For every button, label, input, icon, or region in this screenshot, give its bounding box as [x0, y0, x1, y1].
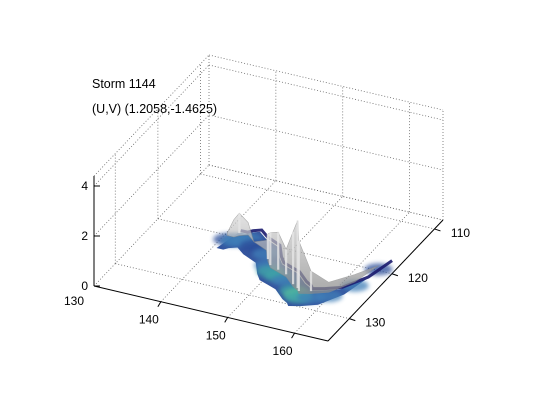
grid-line-z: [93, 114, 210, 237]
grid-line: [208, 54, 444, 111]
y-tick-mark: [434, 228, 441, 232]
x-axis: [93, 285, 329, 342]
x-tick-mark: [224, 317, 229, 323]
y-tick-label: 110: [451, 226, 470, 240]
chart-title: Storm 1144: [92, 77, 156, 91]
z-tick-label: 2: [81, 229, 88, 243]
y-tick-label: 130: [365, 316, 385, 330]
grid-line-y: [115, 263, 350, 319]
grid-line-z: [93, 64, 210, 187]
z-tick-label: 4: [81, 179, 88, 193]
tick-labels: 0 2 4 130 140 150 160 110 120 130: [64, 179, 470, 358]
y-axis: [327, 219, 444, 342]
grid-line-x: [294, 211, 410, 334]
storm-surface: [213, 212, 393, 307]
chart-subtitle: (U,V) (1.2058,-1.4625): [92, 102, 218, 116]
y-tick-mark: [349, 318, 356, 322]
grid-line: [208, 164, 444, 221]
axes: [93, 176, 444, 342]
grid-line-z: [208, 114, 444, 171]
x-tick-mark: [291, 332, 296, 339]
y-tick-mark: [391, 273, 399, 277]
z-tick-label: 0: [81, 279, 88, 293]
y-tick-label: 120: [408, 271, 428, 285]
grid-line-z: [93, 164, 210, 287]
x-tick-label: 130: [64, 294, 84, 308]
x-tick-label: 150: [206, 328, 226, 342]
grid-line-x: [227, 196, 344, 318]
x-tick-label: 140: [139, 313, 159, 327]
grid-line-z: [208, 64, 444, 121]
x-tick-label: 160: [273, 344, 293, 358]
x-tick-mark: [157, 301, 162, 307]
grid-line-x: [160, 180, 277, 302]
grid-line-y: [200, 173, 435, 230]
grid-line: [93, 54, 210, 177]
